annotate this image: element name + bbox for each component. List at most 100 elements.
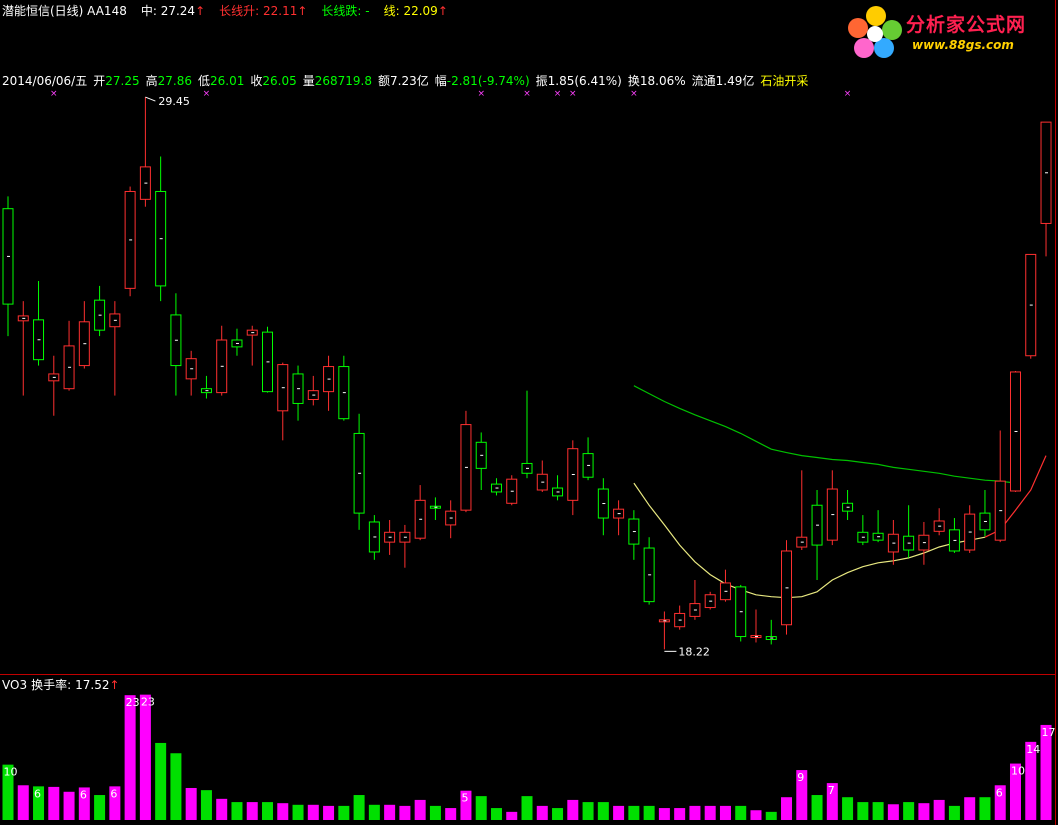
- turnover-bar: [490, 808, 502, 820]
- turnover-bar: [735, 805, 747, 820]
- turnover-bar: [933, 799, 945, 820]
- turnover-bar: [399, 805, 411, 820]
- turnover-bar: [674, 808, 686, 820]
- turnover-bar: [506, 811, 518, 820]
- header-item: 潜能恒信(日线) AA148: [2, 4, 127, 18]
- info-value: 27.86: [157, 74, 192, 88]
- bar-value-label: 10: [1011, 765, 1025, 778]
- indicator-name: VO3: [2, 678, 28, 692]
- turnover-bar: [475, 796, 487, 820]
- indicator-arrow: ↑: [109, 678, 120, 692]
- info-value: 1.49亿: [715, 74, 755, 88]
- turnover-bar: [445, 808, 457, 820]
- turnover-bar: [719, 805, 731, 820]
- header-arrow: ↑: [195, 4, 206, 18]
- info-value: 26.05: [262, 74, 297, 88]
- turnover-bar: [216, 798, 228, 820]
- turnover-bar: [460, 790, 472, 820]
- turnover-bar: [643, 805, 655, 820]
- bar-value-label: 17: [1042, 726, 1056, 739]
- signal-marker: ×: [630, 89, 638, 99]
- info-value: 18.06%: [639, 74, 686, 88]
- turnover-bar: [231, 802, 243, 820]
- indicator-line: [633, 385, 1016, 484]
- turnover-bar: [552, 808, 564, 820]
- header-arrow: ↑: [437, 4, 448, 18]
- bar-value-label: 6: [34, 787, 41, 800]
- turnover-bar: [796, 770, 808, 820]
- bar-value-label: 6: [110, 787, 117, 800]
- turnover-bar: [597, 802, 609, 820]
- turnover-bar: [1025, 741, 1037, 820]
- turnover-bar: [94, 795, 106, 820]
- turnover-bar: [582, 802, 594, 820]
- turnover-bar: [384, 804, 396, 820]
- turnover-bar: [170, 753, 182, 820]
- turnover-bar: [536, 805, 548, 820]
- turnover-bar: [277, 803, 289, 820]
- turnover-bar: [628, 805, 640, 820]
- signal-marker: ×: [569, 89, 577, 99]
- info-label: 石油开采: [760, 74, 809, 88]
- signal-marker: ×: [554, 89, 562, 99]
- turnover-bar: [704, 805, 716, 820]
- turnover-bar: [414, 799, 426, 820]
- turnover-bar: [658, 808, 670, 820]
- header-item: 中: 27.24: [140, 4, 196, 18]
- bar-value-label: 23: [126, 696, 140, 709]
- header-arrow: ↑: [297, 4, 308, 18]
- signal-marker: ×: [844, 89, 852, 99]
- turnover-bar: [139, 694, 151, 820]
- turnover-bar: [353, 795, 365, 820]
- turnover-bar: [857, 802, 869, 820]
- header: 潜能恒信(日线) AA148 中: 27.24↑ 长线升: 22.11↑ 长线跌: -…: [2, 2, 462, 19]
- turnover-bar: [781, 797, 793, 820]
- info-label: 额: [378, 74, 391, 88]
- turnover-bar: [842, 797, 854, 820]
- bar-value-label: 23: [141, 696, 155, 709]
- bar-value-label: 9: [797, 771, 804, 784]
- turnover-bar: [124, 695, 136, 820]
- header-item: 线: 22.09: [383, 4, 438, 18]
- turnover-bar: [246, 802, 258, 820]
- turnover-bar: [887, 804, 899, 820]
- header-item: 长线跌: -: [321, 4, 370, 18]
- indicator-label: 换手率:: [31, 678, 72, 692]
- info-label: 收: [250, 74, 263, 88]
- turnover-bar: [262, 802, 274, 820]
- info-value: -2.81(-9.74%): [446, 74, 530, 88]
- info-value: 1.85(6.41%): [547, 74, 622, 88]
- turnover-bar: [109, 786, 121, 820]
- turnover-bar: [323, 805, 335, 820]
- turnover-bar: [826, 783, 838, 820]
- turnover-bar: [48, 786, 60, 820]
- info-label: 高: [145, 74, 158, 88]
- bar-value-label: 10: [4, 766, 18, 779]
- info-label: 2014/06/06/五: [2, 74, 88, 88]
- turnover-bar: [292, 804, 304, 820]
- indicator-value: 17.52: [75, 678, 110, 692]
- info-label: 换: [627, 74, 640, 88]
- bar-value-label: 5: [461, 792, 468, 805]
- high-label: 29.45: [158, 95, 190, 108]
- turnover-bar: [567, 799, 579, 820]
- bar-value-label: 6: [996, 786, 1003, 799]
- turnover-bar: [521, 796, 533, 820]
- info-label: 低: [197, 74, 210, 88]
- turnover-bar: [2, 764, 14, 820]
- info-label: 开: [93, 74, 106, 88]
- turnover-bar: [63, 791, 75, 820]
- info-value: 7.23亿: [390, 74, 429, 88]
- info-label: 量: [302, 74, 315, 88]
- info-label: 幅: [434, 74, 447, 88]
- indicator-header: VO3 换手率: 17.52↑: [2, 676, 126, 693]
- turnover-bar: [368, 804, 380, 820]
- header-item: 长线升: 22.11: [219, 4, 298, 18]
- signal-marker: ×: [477, 89, 485, 99]
- bar-value-label: 7: [828, 784, 835, 797]
- turnover-bar: [307, 804, 319, 820]
- turnover-bar: [78, 787, 90, 820]
- turnover-bar: [918, 803, 930, 820]
- turnover-bar: [765, 811, 777, 820]
